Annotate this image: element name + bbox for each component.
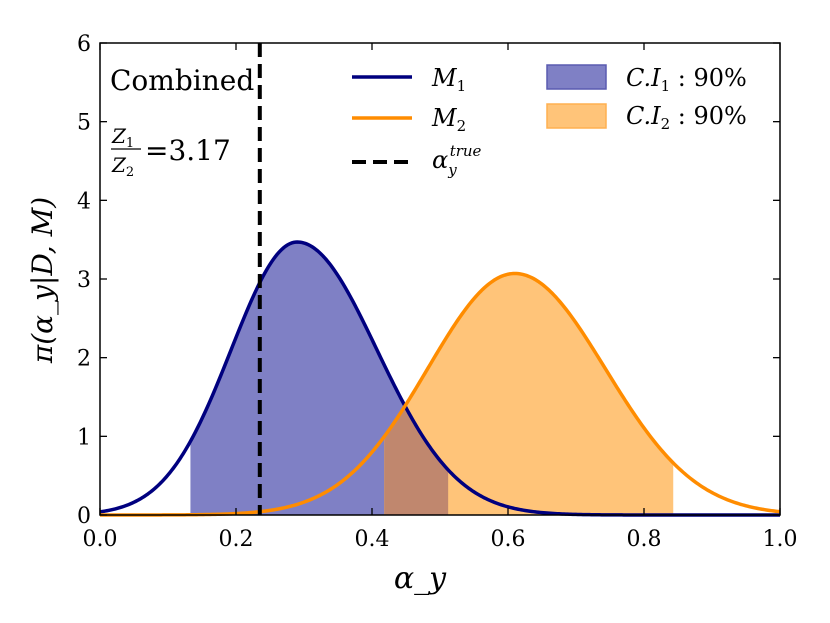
x-tick-label: 0.2	[219, 527, 254, 552]
svg-text:M2: M2	[431, 104, 466, 135]
x-tick-label: 0.0	[83, 527, 118, 552]
y-axis-label: π(α_y|D, M)	[26, 197, 59, 364]
y-tick-label: 4	[77, 189, 91, 214]
legend-item-m1: M1	[352, 64, 466, 95]
y-tick-label: 2	[77, 347, 91, 372]
svg-text:Z2: Z2	[111, 153, 134, 180]
svg-text:C.I1 : 90%: C.I1 : 90%	[626, 64, 747, 95]
y-tick-label: 0	[77, 504, 91, 529]
svg-text:C.I2 : 90%: C.I2 : 90%	[626, 102, 747, 133]
y-tick-label: 6	[77, 32, 91, 57]
x-tick-label: 0.8	[627, 527, 662, 552]
y-tick-label: 3	[77, 268, 91, 293]
legend: M1 M2 αytrue C.I1 : 90% C.I2 : 90%	[352, 64, 747, 179]
legend-item-m2: M2	[352, 104, 466, 135]
legend-item-ci2: C.I2 : 90%	[546, 102, 747, 133]
x-tick-label: 0.6	[491, 527, 526, 552]
ci-overlap-fill	[384, 406, 449, 515]
legend-item-ci1: C.I1 : 90%	[546, 64, 747, 95]
svg-text:M1: M1	[431, 64, 466, 95]
combined-annotation: Combined	[110, 64, 254, 97]
y-tick-label: 1	[77, 425, 91, 450]
evidence-ratio: Z1 Z2 =3.17	[111, 124, 231, 180]
ci1-fill	[190, 242, 449, 515]
legend-item-alpha-true: αytrue	[352, 142, 482, 179]
svg-text:αytrue: αytrue	[432, 142, 482, 179]
y-tick-label: 5	[77, 111, 91, 136]
svg-text:Z1: Z1	[111, 124, 134, 151]
x-axis-label: α_y	[394, 561, 447, 596]
x-tick-label: 1.0	[763, 527, 798, 552]
svg-text:=3.17: =3.17	[145, 134, 231, 167]
x-tick-label: 0.4	[355, 527, 390, 552]
axis-ticks: 0.0 0.2 0.4 0.6 0.8 1.0 0 1 2 3 4 5 6	[77, 32, 798, 552]
ci2-fill	[384, 273, 674, 515]
